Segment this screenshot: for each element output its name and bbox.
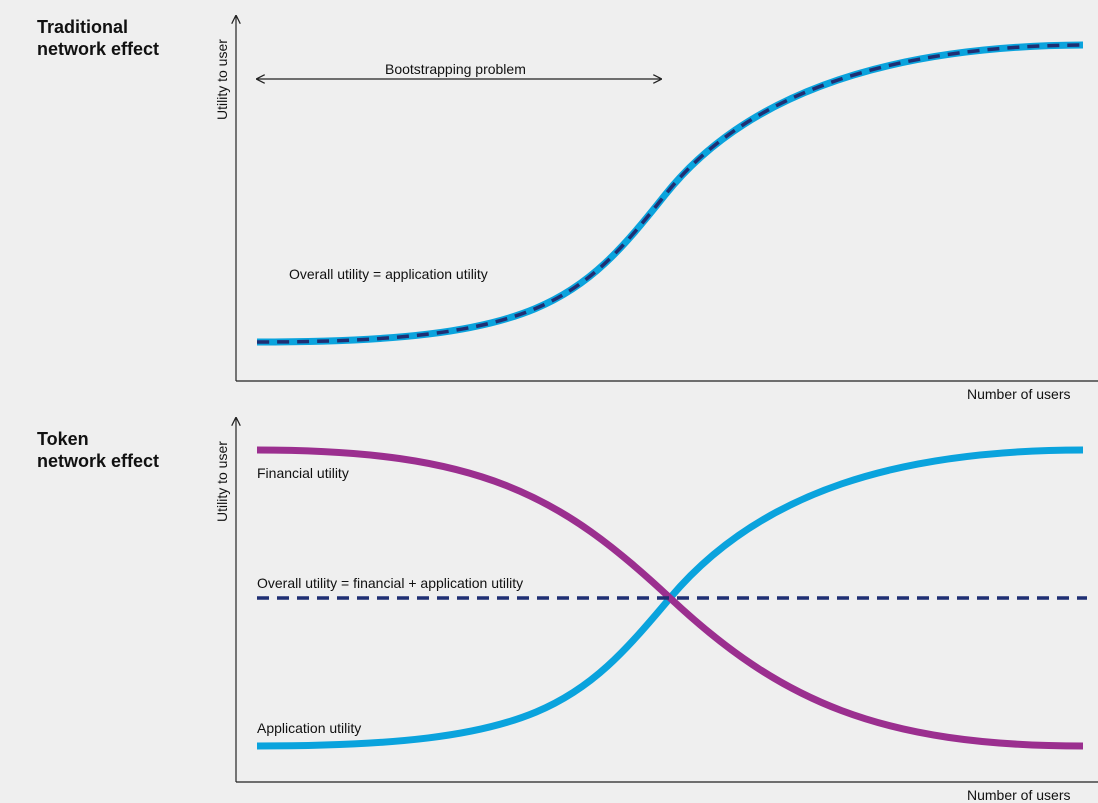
panel-title-traditional: Traditional network effect [37,16,159,60]
financial-utility-curve [256,446,1084,750]
panel-title-line: Traditional [37,17,129,37]
financial-utility-label: Financial utility [257,465,349,481]
overall-utility-curve-dash [256,43,1084,344]
traditional-panel: Utility to user Number of users Bootstra… [214,16,1098,402]
token-panel: Utility to user Number of users Financia… [214,418,1098,803]
bootstrapping-label: Bootstrapping problem [385,61,526,77]
y-axis-label: Utility to user [214,39,230,120]
overall-utility-label: Overall utility = application utility [289,266,488,282]
overall-utility-curve [256,41,1084,346]
panel-title-line: Token [37,429,89,449]
panel-title-line: network effect [37,39,160,59]
y-axis-label: Utility to user [214,441,230,522]
panel-title-token: Token network effect [37,428,159,472]
application-utility-label: Application utility [257,720,361,736]
x-axis-label: Number of users [967,787,1070,803]
panel-title-line: network effect [37,451,160,471]
overall-utility-label: Overall utility = financial + applicatio… [257,575,523,591]
x-axis-label: Number of users [967,386,1070,402]
